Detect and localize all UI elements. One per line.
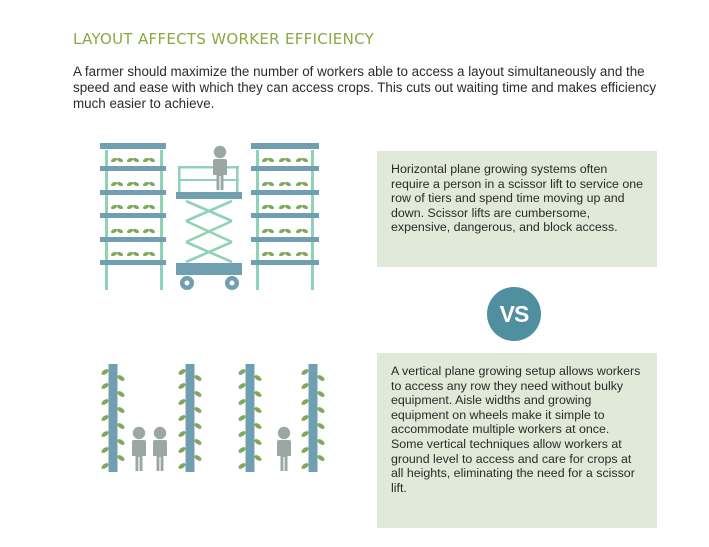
vertical-system-description: A vertical plane growing setup allows wo… bbox=[377, 353, 657, 528]
horizontal-system-description: Horizontal plane growing systems often r… bbox=[377, 151, 657, 267]
vertical-column-1 bbox=[100, 364, 126, 472]
page-title: LAYOUT AFFECTS WORKER EFFICIENCY bbox=[73, 30, 375, 48]
worker-aisle-2 bbox=[277, 426, 291, 471]
vs-badge: VS bbox=[487, 287, 541, 341]
vertical-column-3 bbox=[237, 364, 263, 472]
workers-aisle-1 bbox=[132, 426, 167, 471]
vertical-column-4 bbox=[300, 364, 326, 472]
shelving-unit-right bbox=[251, 143, 319, 290]
intro-paragraph: A farmer should maximize the number of w… bbox=[73, 64, 657, 111]
vertical-column-2 bbox=[177, 364, 203, 472]
shelving-unit-left bbox=[100, 143, 166, 290]
scissor-lift bbox=[176, 145, 242, 290]
worker-on-lift bbox=[213, 145, 227, 190]
vertical-growing-system bbox=[100, 364, 326, 472]
